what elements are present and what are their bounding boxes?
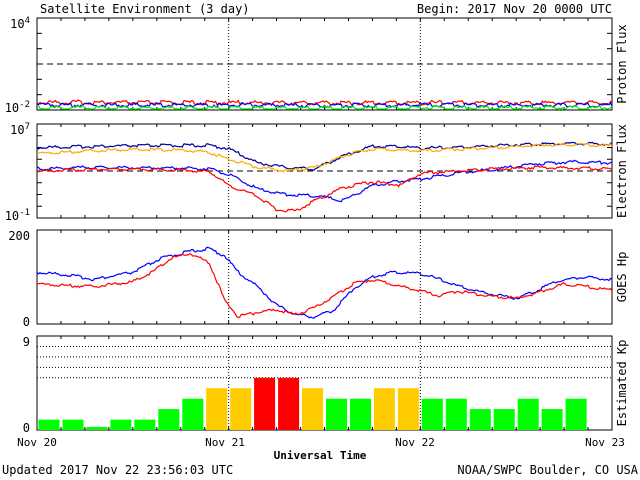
kp-bar bbox=[158, 409, 180, 430]
series-line bbox=[36, 246, 613, 319]
kp-bar bbox=[326, 398, 347, 430]
series-line bbox=[37, 159, 613, 203]
panel-frame bbox=[36, 229, 613, 325]
kp-bar bbox=[397, 388, 419, 430]
updated-time: Updated 2017 Nov 22 23:56:03 UTC bbox=[2, 463, 233, 477]
y-tick-max: 104 bbox=[10, 16, 30, 31]
x-tick-nov21: Nov 21 bbox=[205, 436, 245, 449]
kp-bar bbox=[206, 388, 228, 430]
kp-bar bbox=[350, 398, 371, 430]
y-tick-min: 0 bbox=[23, 315, 30, 329]
kp-bar bbox=[373, 388, 395, 430]
estimated-kp-panel: Estimated Kp 9 0 bbox=[23, 335, 629, 435]
kp-bar bbox=[110, 419, 132, 430]
x-tick-nov20: Nov 20 bbox=[17, 436, 57, 449]
panel-frame bbox=[36, 17, 613, 111]
series-line bbox=[36, 142, 613, 173]
x-tick-nov23: Nov 23 bbox=[585, 436, 625, 449]
y-axis-label: Electron Flux bbox=[615, 124, 629, 218]
kp-bar bbox=[38, 419, 60, 430]
kp-bar bbox=[230, 388, 252, 430]
series-line bbox=[36, 104, 613, 110]
y-tick-max: 9 bbox=[23, 335, 30, 349]
electron-flux-panel: Electron Flux 107 10-1 bbox=[5, 122, 629, 223]
y-tick-min: 0 bbox=[23, 421, 30, 435]
kp-bar bbox=[182, 398, 204, 430]
series-line bbox=[36, 99, 613, 106]
kp-bar bbox=[445, 398, 467, 430]
y-axis-label: Proton Flux bbox=[615, 24, 629, 103]
y-axis-label: Estimated Kp bbox=[615, 340, 629, 427]
kp-bar bbox=[493, 409, 515, 430]
kp-bar bbox=[302, 388, 323, 430]
kp-bar bbox=[62, 419, 84, 430]
x-tick-nov22: Nov 22 bbox=[395, 436, 435, 449]
figure-title: Satellite Environment (3 day) bbox=[40, 2, 250, 16]
y-tick-min: 10-2 bbox=[5, 100, 30, 115]
y-tick-max: 107 bbox=[10, 122, 30, 137]
goes-hp-panel: GOES Hp 200 0 bbox=[8, 229, 629, 329]
kp-bar bbox=[469, 409, 491, 430]
credit: NOAA/SWPC Boulder, CO USA bbox=[457, 463, 638, 477]
proton-flux-panel: Proton Flux 104 10-2 bbox=[5, 16, 629, 115]
kp-bar bbox=[565, 398, 587, 430]
panel-frame bbox=[36, 123, 613, 219]
begin-time: Begin: 2017 Nov 20 0000 UTC bbox=[417, 2, 612, 16]
kp-bar bbox=[517, 398, 539, 430]
series-line bbox=[36, 165, 613, 213]
y-tick-max: 200 bbox=[8, 229, 30, 243]
kp-bar bbox=[541, 409, 563, 430]
series-line bbox=[36, 252, 613, 319]
kp-bar bbox=[134, 419, 156, 430]
y-axis-label: GOES Hp bbox=[615, 252, 629, 303]
kp-bar bbox=[421, 398, 443, 430]
y-tick-min: 10-1 bbox=[5, 208, 30, 223]
kp-bar bbox=[86, 426, 108, 430]
kp-bar bbox=[278, 377, 300, 430]
kp-bar bbox=[254, 377, 276, 430]
x-axis-label: Universal Time bbox=[274, 449, 367, 462]
